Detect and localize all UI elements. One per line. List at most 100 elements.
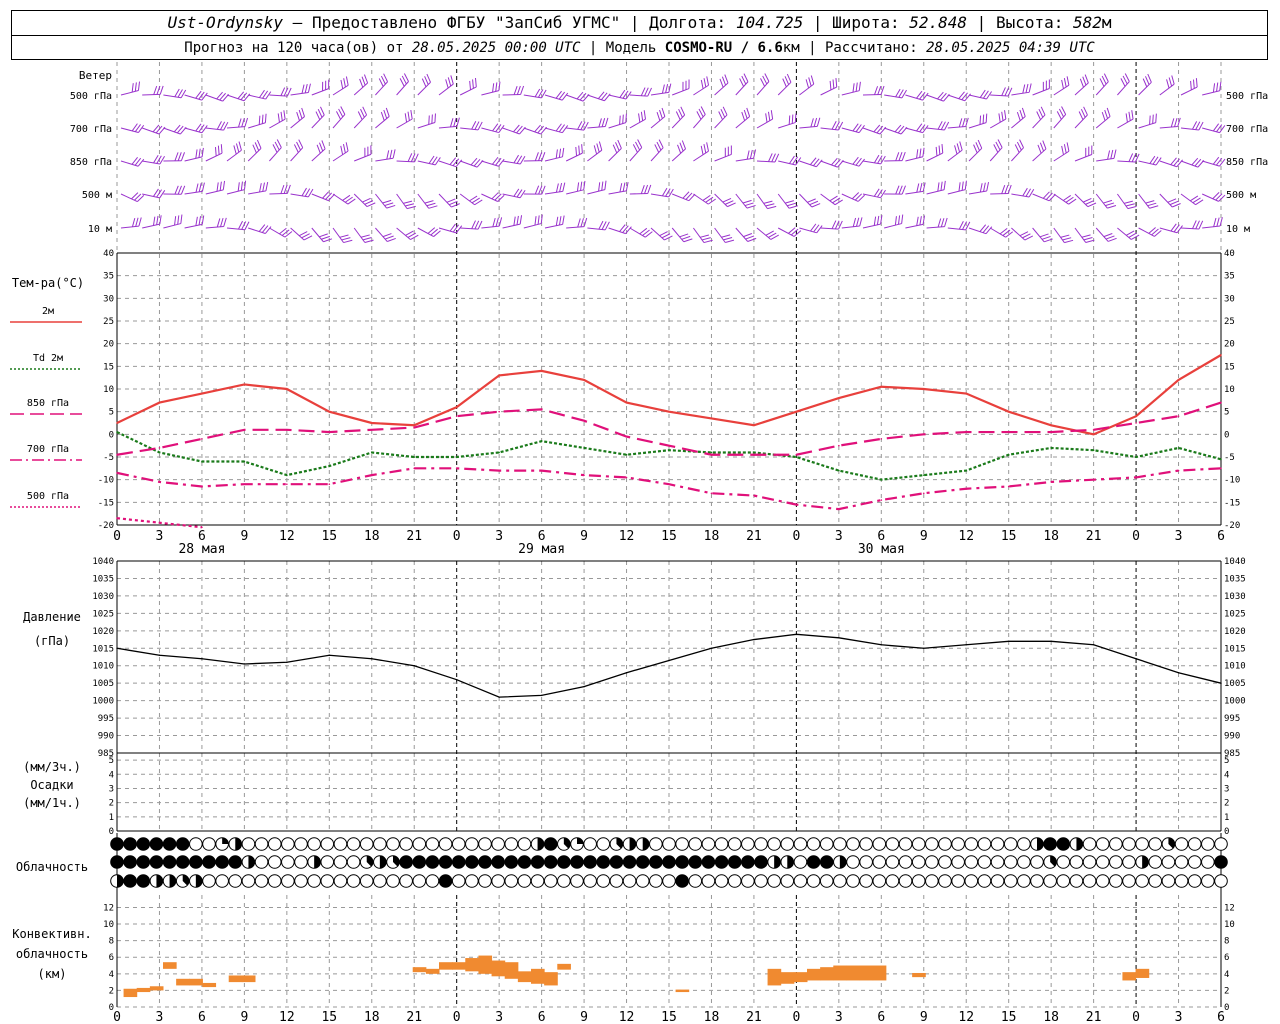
temp-point <box>668 444 670 447</box>
wind-barb-flag <box>656 141 662 151</box>
wind-barb-flag <box>944 217 948 227</box>
wind-barb-flag <box>619 115 621 125</box>
wind-barb <box>1053 193 1069 205</box>
pressure-point <box>923 647 925 649</box>
pressure-point <box>795 633 798 636</box>
wind-barb-flag <box>345 142 349 152</box>
temp-point <box>625 476 628 479</box>
wind-barb <box>438 227 457 234</box>
wind-barb <box>163 223 181 229</box>
cloud-cover-fill <box>504 855 518 869</box>
temp-point <box>838 444 840 447</box>
wind-barb-flag <box>832 197 841 204</box>
wind-barb-flag <box>445 79 449 89</box>
cloud-cover-symbol <box>925 837 939 851</box>
wind-barb-flag <box>746 107 751 117</box>
wind-barb-flag <box>1172 203 1181 208</box>
conv-hour-label: 18 <box>364 1010 380 1024</box>
wind-barb-flag <box>342 143 346 154</box>
wind-barb-flag <box>495 157 502 166</box>
cloud-cover-symbol <box>1030 855 1044 869</box>
conv-cloud-bar <box>465 958 479 972</box>
conv-hour-label: 6 <box>1217 1010 1225 1024</box>
wind-barb <box>502 93 521 96</box>
cloud-cover-symbol <box>714 837 729 851</box>
wind-barb-flag <box>174 152 179 161</box>
temp-tick-right: 20 <box>1224 340 1235 350</box>
cloud-cover-symbol <box>951 855 965 869</box>
temp-hour-label: 6 <box>1217 529 1225 544</box>
wind-barb-flag <box>622 114 624 124</box>
wind-barb-flag <box>341 237 351 241</box>
temp-point <box>965 431 968 433</box>
wind-barb-flag <box>1080 108 1086 118</box>
cloud-cover-symbol <box>780 837 795 851</box>
wind-barb <box>1011 116 1026 129</box>
wind-barb-flag <box>254 142 260 151</box>
cloud-cover-symbol <box>307 837 321 851</box>
temp-point <box>625 435 628 438</box>
conv-hour-label: 0 <box>1132 1010 1140 1024</box>
wind-barb-flag <box>561 92 569 101</box>
cloud-cover-symbol <box>346 874 361 888</box>
wind-barb-flag <box>198 91 205 100</box>
temp-point <box>710 492 713 495</box>
wind-barb <box>1053 84 1070 96</box>
conv-tick-left: 10 <box>103 920 114 930</box>
cloud-cover-fill <box>642 837 650 851</box>
wind-barb-flag <box>1082 197 1092 203</box>
wind-barb-flag <box>852 83 855 93</box>
temp-point <box>1135 415 1137 418</box>
temp-point <box>583 447 585 449</box>
wind-barb-flag <box>1122 75 1128 85</box>
wind-barb-flag <box>741 75 747 85</box>
wind-barb-flag <box>789 205 798 209</box>
wind-level-left: 500 м <box>82 190 112 201</box>
wind-barb-flag <box>362 237 372 241</box>
wind-barb-flag <box>577 218 581 228</box>
temp-hour-label: 12 <box>279 529 295 544</box>
wind-barb <box>1117 118 1134 129</box>
wind-barb-flag <box>746 150 750 160</box>
wind-barb-flag <box>555 149 558 159</box>
wind-barb-flag <box>935 146 938 156</box>
wind-barb-flag <box>982 90 989 99</box>
wind-barb-flag <box>1061 79 1064 89</box>
wind-barb <box>163 127 181 135</box>
wind-barb-flag <box>583 217 588 227</box>
temp-point <box>753 451 755 454</box>
wind-barb-flag <box>741 111 746 121</box>
cloud-cover-symbol <box>294 855 308 869</box>
wind-barb-flag <box>1219 158 1226 167</box>
wind-barb-flag <box>1195 121 1201 130</box>
wind-barb-flag <box>1155 157 1162 166</box>
wind-barb <box>799 193 813 208</box>
wind-barb <box>1011 91 1030 96</box>
wind-barb-flag <box>1016 141 1022 151</box>
wind-barb-flag <box>767 111 771 121</box>
wind-barb-flag <box>131 156 138 165</box>
wind-barb-flag <box>174 216 177 226</box>
cloud-cover-fill <box>675 855 689 869</box>
wind-barb-flag <box>983 182 986 192</box>
conv-tick-right: 10 <box>1224 920 1235 930</box>
wind-barb-flag <box>153 85 158 95</box>
conv-hour-label: 15 <box>661 1010 677 1024</box>
wind-barb-flag <box>494 193 502 201</box>
wind-barb-flag <box>277 113 280 123</box>
conv-hour-label: 12 <box>958 1010 974 1024</box>
wind-barb <box>650 116 666 129</box>
cloud-cover-symbol <box>399 874 413 888</box>
wind-barb-flag <box>1085 239 1095 243</box>
conv-hour-label: 12 <box>619 1010 635 1024</box>
wind-barb-flag <box>261 114 264 124</box>
wind-barb <box>566 94 584 102</box>
wind-barb-flag <box>233 145 237 155</box>
wind-barb-flag <box>810 75 815 85</box>
wind-barb-flag <box>399 78 405 87</box>
wind-barb <box>247 148 262 162</box>
conv-title-1: Конвективн. <box>12 927 91 941</box>
wind-barb <box>184 156 203 162</box>
cloud-cover-fill <box>1214 855 1228 869</box>
wind-barb <box>1074 227 1087 243</box>
